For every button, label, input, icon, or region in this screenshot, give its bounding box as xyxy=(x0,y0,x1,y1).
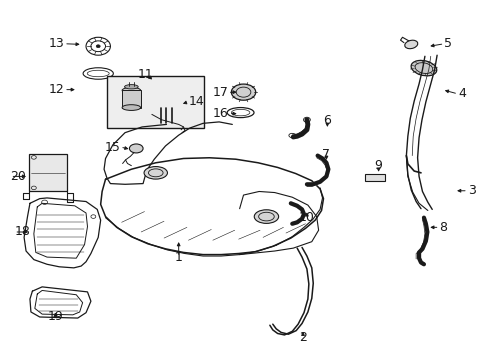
Text: 9: 9 xyxy=(374,159,382,172)
Bar xyxy=(365,174,384,181)
Ellipse shape xyxy=(129,144,143,153)
Text: 1: 1 xyxy=(174,251,182,264)
Text: 6: 6 xyxy=(323,114,331,127)
Text: 18: 18 xyxy=(14,225,30,238)
Text: 7: 7 xyxy=(322,148,330,161)
Text: 2: 2 xyxy=(299,331,306,344)
Text: 14: 14 xyxy=(188,95,204,108)
Text: 3: 3 xyxy=(467,184,475,197)
Ellipse shape xyxy=(144,167,167,179)
Ellipse shape xyxy=(122,87,141,93)
Ellipse shape xyxy=(254,210,278,224)
Text: 19: 19 xyxy=(47,310,63,324)
Text: 5: 5 xyxy=(444,37,451,50)
Ellipse shape xyxy=(404,40,417,49)
Ellipse shape xyxy=(410,60,436,76)
Bar xyxy=(29,154,67,192)
Ellipse shape xyxy=(122,105,141,111)
Bar xyxy=(122,90,141,108)
Ellipse shape xyxy=(124,85,138,89)
Text: 20: 20 xyxy=(10,170,26,183)
Ellipse shape xyxy=(96,45,100,48)
Text: 15: 15 xyxy=(104,140,120,153)
Text: 16: 16 xyxy=(213,107,228,120)
Text: 11: 11 xyxy=(138,68,154,81)
Text: 13: 13 xyxy=(48,37,64,50)
Text: 12: 12 xyxy=(48,83,64,96)
Text: 10: 10 xyxy=(298,211,314,224)
Ellipse shape xyxy=(231,84,255,100)
Text: 17: 17 xyxy=(213,86,228,99)
Text: 8: 8 xyxy=(439,221,447,234)
Text: 4: 4 xyxy=(457,87,465,100)
Bar xyxy=(107,76,203,128)
